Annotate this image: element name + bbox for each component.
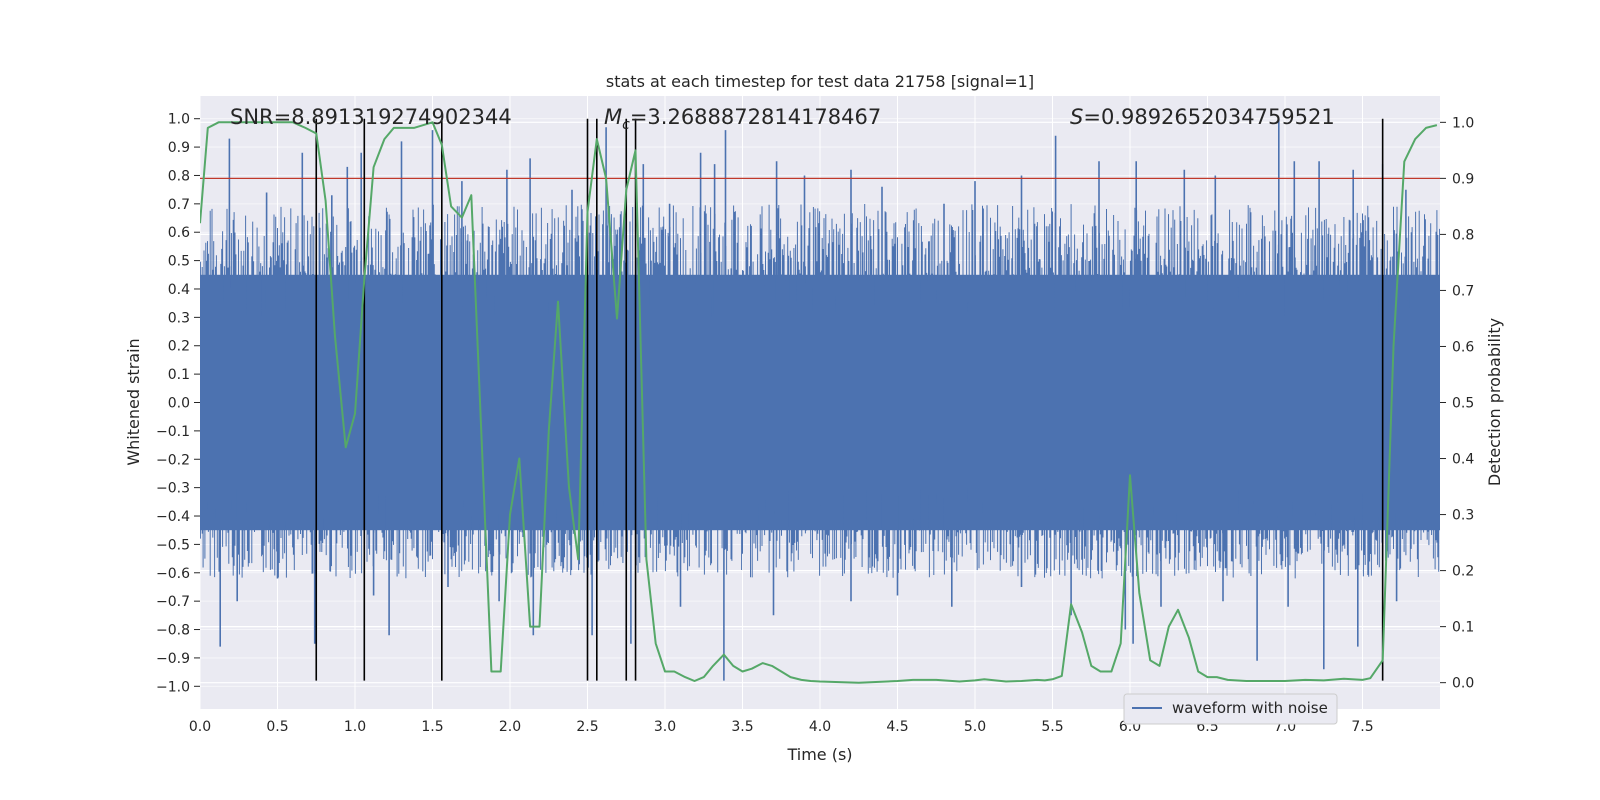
y-tick-label: −1.0 bbox=[156, 679, 190, 695]
y-tick-label: 0.6 bbox=[168, 225, 190, 241]
chirp-mass-symbol: M bbox=[604, 105, 622, 129]
chart-title: stats at each timestep for test data 217… bbox=[606, 72, 1034, 91]
y-tick-label: −0.9 bbox=[156, 651, 190, 667]
detection-probability-line bbox=[200, 121, 1438, 684]
x-tick-label: 1.0 bbox=[344, 719, 366, 735]
x-tick-label: 4.0 bbox=[809, 719, 831, 735]
y2-tick-label: 0.2 bbox=[1452, 564, 1474, 580]
y-tick-label: 0.7 bbox=[168, 197, 190, 213]
x-tick-label: 3.0 bbox=[654, 719, 676, 735]
y-tick-label: −0.2 bbox=[156, 452, 190, 468]
y-axis-label: Whitened strain bbox=[124, 338, 143, 465]
y2-tick-label: 0.5 bbox=[1452, 396, 1474, 412]
y-tick-label: −0.7 bbox=[156, 594, 190, 610]
y-tick-label: −0.8 bbox=[156, 623, 190, 639]
y2-tick-label: 0.1 bbox=[1452, 620, 1474, 636]
y-tick-label: −0.6 bbox=[156, 566, 190, 582]
y-tick-label: 0.3 bbox=[168, 310, 190, 326]
x-tick-label: 5.5 bbox=[1041, 719, 1063, 735]
y2-tick-label: 0.0 bbox=[1452, 676, 1474, 692]
waveform-series bbox=[200, 118, 1440, 681]
y-tick-label: −0.5 bbox=[156, 537, 190, 553]
x-tick-label: 7.5 bbox=[1351, 719, 1373, 735]
y2-tick-label: 0.7 bbox=[1452, 283, 1474, 299]
ticks: 0.0 0.5 1.0 1.5 2.0 2.5 3.0 3.5 4.0 4.5 5.0 5.5 6.0 6… bbox=[156, 112, 1474, 735]
snr-annotation: SNR=8.891319274902344 bbox=[230, 105, 512, 129]
chirp-mass-annotation: Mc=3.2688872814178467 bbox=[604, 105, 881, 133]
y-tick-label: 0.1 bbox=[168, 367, 190, 383]
x-tick-label: 0.0 bbox=[189, 719, 211, 735]
x-tick-label: 2.0 bbox=[499, 719, 521, 735]
x-tick-label: 4.5 bbox=[886, 719, 908, 735]
y2-tick-label: 0.6 bbox=[1452, 339, 1474, 355]
y2-tick-label: 0.4 bbox=[1452, 452, 1474, 468]
y-tick-label: 0.0 bbox=[168, 396, 190, 412]
probability-layer bbox=[200, 121, 1438, 684]
legend: waveform with noise bbox=[1123, 693, 1338, 725]
chirp-mass-subscript: c bbox=[622, 117, 630, 133]
y-tick-label: −0.4 bbox=[156, 509, 190, 525]
x-tick-label: 3.5 bbox=[731, 719, 753, 735]
score-symbol: S bbox=[1070, 105, 1083, 129]
y2-tick-label: 0.8 bbox=[1452, 227, 1474, 243]
chirp-mass-value: =3.2688872814178467 bbox=[630, 105, 881, 129]
y2-tick-label: 1.0 bbox=[1452, 115, 1474, 131]
y-tick-label: −0.1 bbox=[156, 424, 190, 440]
y-tick-label: −0.3 bbox=[156, 481, 190, 497]
score-value: =0.9892652034759521 bbox=[1083, 105, 1334, 129]
score-annotation: S=0.9892652034759521 bbox=[1070, 105, 1335, 129]
y-tick-label: 1.0 bbox=[168, 112, 190, 128]
legend-box bbox=[1123, 693, 1338, 725]
x-axis-label: Time (s) bbox=[786, 745, 852, 764]
x-tick-label: 5.0 bbox=[964, 719, 986, 735]
y2-axis-label: Detection probability bbox=[1485, 318, 1504, 486]
y-tick-label: 0.4 bbox=[168, 282, 190, 298]
x-tick-label: 2.5 bbox=[576, 719, 598, 735]
plot-area bbox=[200, 118, 1440, 684]
y2-tick-label: 0.9 bbox=[1452, 171, 1474, 187]
y-tick-label: 0.5 bbox=[168, 254, 190, 270]
x-tick-label: 0.5 bbox=[266, 719, 288, 735]
y2-tick-label: 0.3 bbox=[1452, 508, 1474, 524]
legend-label: waveform with noise bbox=[1172, 699, 1328, 717]
y-tick-label: 0.2 bbox=[168, 339, 190, 355]
y-tick-label: 0.9 bbox=[168, 140, 190, 156]
x-tick-label: 1.5 bbox=[421, 719, 443, 735]
y-tick-label: 0.8 bbox=[168, 168, 190, 184]
